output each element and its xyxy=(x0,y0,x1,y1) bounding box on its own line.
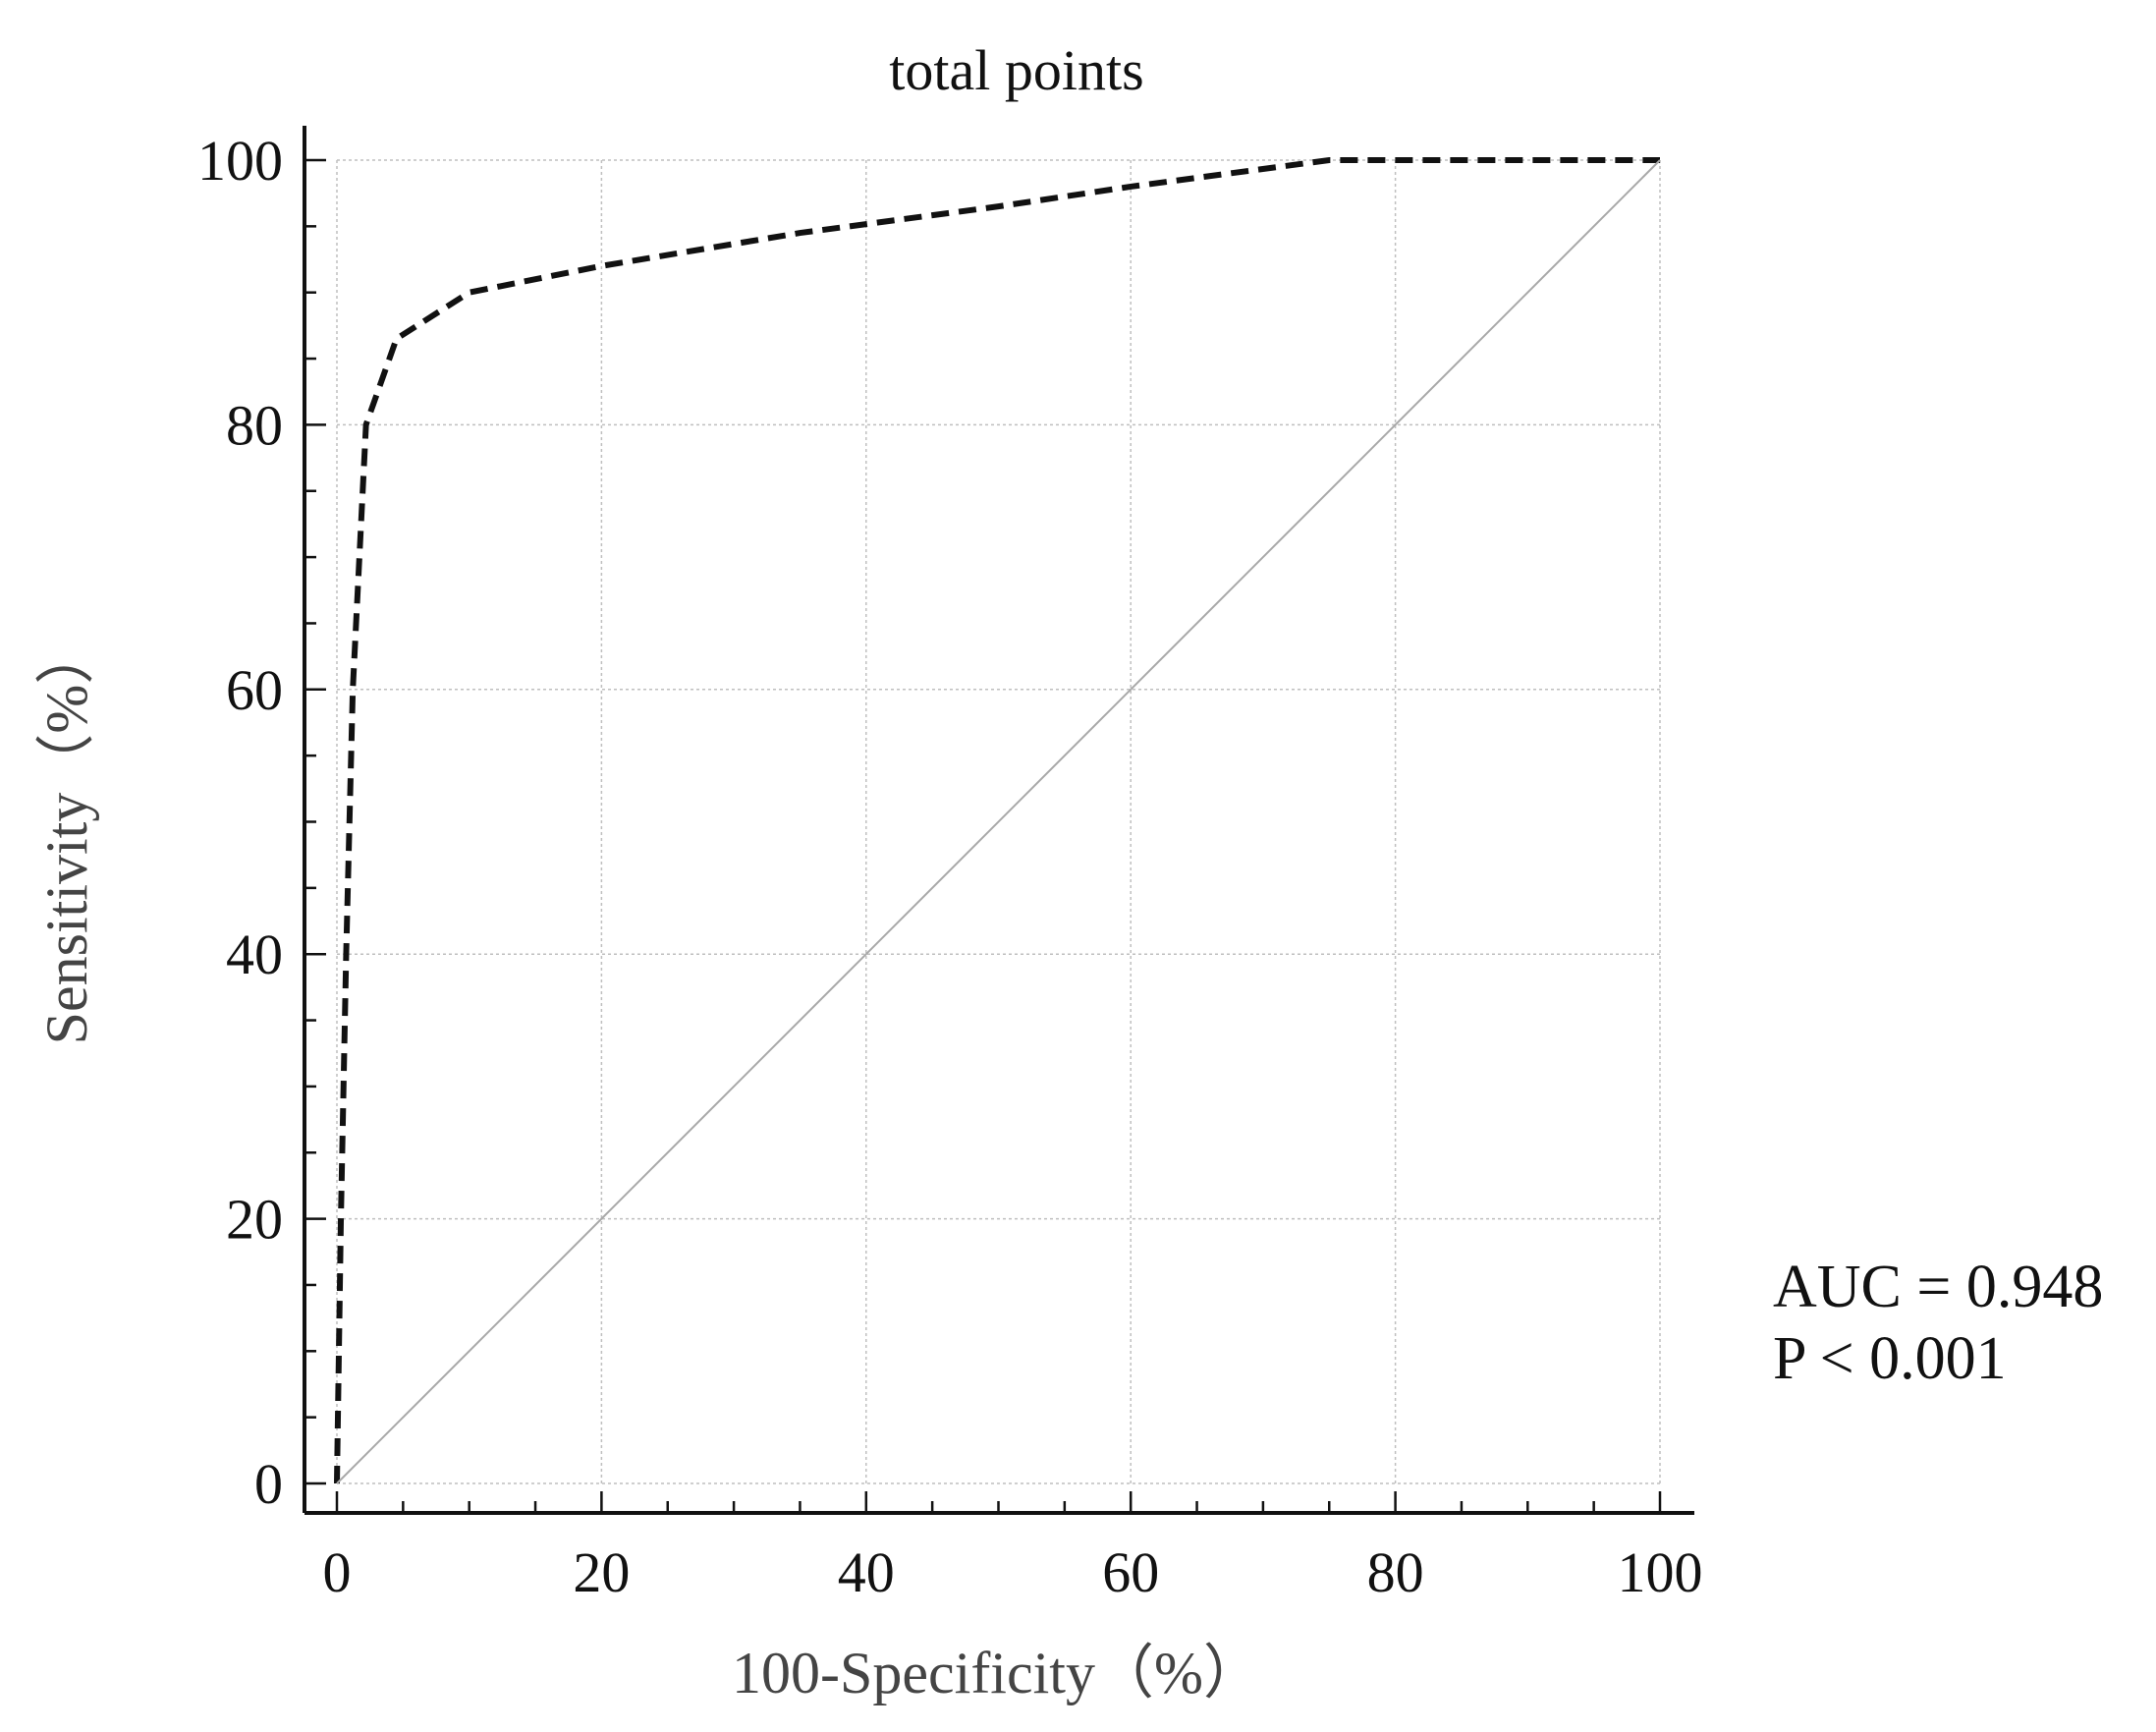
y-tick-label: 20 xyxy=(226,1188,283,1252)
ticks xyxy=(304,158,1662,1513)
tick-labels: 0 20 40 60 80 100 0 20 40 60 80 100 xyxy=(197,129,1703,1604)
series-layer xyxy=(334,157,1661,1484)
x-tick-label: 100 xyxy=(1618,1540,1703,1604)
y-tick-label: 100 xyxy=(197,129,283,193)
y-axis-title: Sensitivity（%） xyxy=(34,626,99,1045)
x-tick-label: 80 xyxy=(1367,1540,1424,1604)
grid xyxy=(336,159,1661,1484)
auc-annotation: AUC = 0.948 xyxy=(1773,1254,2103,1320)
x-tick-label: 40 xyxy=(838,1540,895,1604)
y-tick-label: 60 xyxy=(226,658,283,722)
roc-curve-line xyxy=(334,157,1660,1484)
p-value-annotation: P < 0.001 xyxy=(1773,1325,2007,1392)
y-tick-label: 80 xyxy=(226,393,283,457)
x-tick-label: 0 xyxy=(323,1540,352,1604)
x-axis-title: 100-Specificity（%） xyxy=(732,1641,1262,1705)
x-tick-label: 20 xyxy=(573,1540,630,1604)
x-tick-label: 60 xyxy=(1102,1540,1159,1604)
y-tick-label: 40 xyxy=(226,922,283,986)
reference-diagonal-line xyxy=(336,159,1661,1484)
chart-title: total points xyxy=(889,38,1143,102)
y-tick-label: 0 xyxy=(254,1452,283,1516)
